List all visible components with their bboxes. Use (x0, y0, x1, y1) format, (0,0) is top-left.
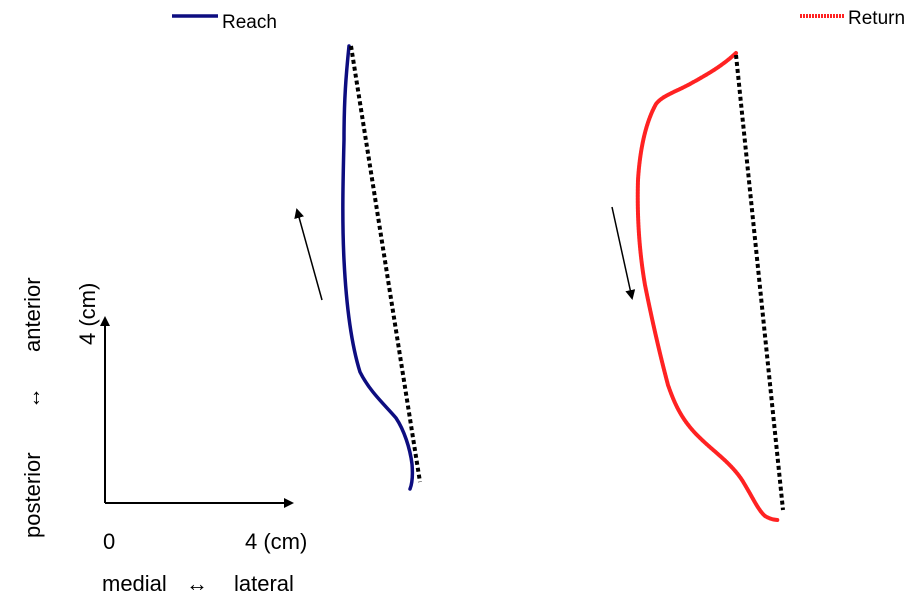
scale-y-length-label: 4 (cm) (75, 283, 100, 345)
y-axis-arrow-glyph: ↔ (20, 387, 45, 409)
arrow-down-icon (611, 206, 636, 300)
scale-origin-label: 0 (103, 529, 115, 554)
x-axis-arrow-glyph: ↔ (186, 571, 208, 596)
arrow-up-icon (294, 208, 323, 301)
return-straight-line (734, 54, 785, 511)
return-legend-label: Return (848, 8, 905, 29)
y-axis-direction-label: posterior ↔ anterior (20, 277, 45, 538)
scale-bar: 0 4 (cm) 4 (cm) medial ↔ lateral posteri… (20, 277, 307, 596)
reach-straight-line (349, 45, 422, 483)
x-axis-medial-label: medial (102, 571, 167, 596)
scale-x-length-label: 4 (cm) (245, 529, 307, 554)
y-axis-posterior-label: posterior (20, 452, 45, 538)
legend-reach: Reach (172, 12, 277, 33)
x-axis-direction-label: medial ↔ lateral (102, 571, 294, 596)
reach-legend-label: Reach (222, 12, 277, 33)
return-trajectory (635, 51, 780, 522)
y-axis-anterior-label: anterior (20, 277, 45, 352)
x-axis-lateral-label: lateral (234, 571, 294, 596)
reach-trajectory (341, 44, 415, 491)
legend-return: Return (800, 8, 905, 29)
